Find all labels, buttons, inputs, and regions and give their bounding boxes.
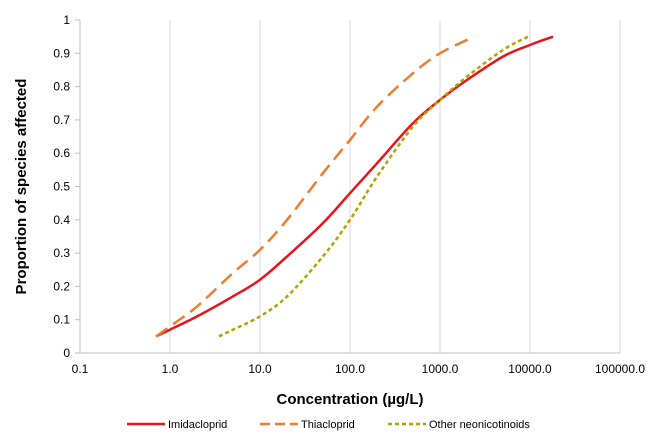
x-tick-label: 100.0 xyxy=(335,362,365,376)
gridlines xyxy=(169,20,621,353)
y-tick-label: 1 xyxy=(63,13,70,27)
y-tick-label: 0.8 xyxy=(53,80,70,94)
legend-label: Other neonicotinoids xyxy=(429,419,530,431)
y-tick-label: 0.5 xyxy=(53,180,70,194)
legend-label: Thiacloprid xyxy=(301,419,355,431)
series-line-2 xyxy=(155,35,475,338)
legend: Imidacloprid Thiacloprid Other neonicotino… xyxy=(127,419,530,431)
series-line-3 xyxy=(218,35,529,338)
y-tick-label: 0.2 xyxy=(53,279,70,293)
y-tick-label: 0 xyxy=(63,346,70,360)
tick-labels: 00.10.20.30.40.50.60.70.80.910.1 1.0 10.0 1… xyxy=(53,13,645,376)
y-tick-label: 0.3 xyxy=(53,246,70,260)
series-lines xyxy=(155,35,554,338)
y-tick-label: 0.9 xyxy=(53,46,70,60)
y-tick-label: 0.7 xyxy=(53,113,70,127)
x-tick-label: 100000.0 xyxy=(595,362,645,376)
y-tick-label: 0.1 xyxy=(53,313,70,327)
x-tick-label: 1.0 xyxy=(162,362,179,376)
y-axis-title: Proportion of species affected xyxy=(13,79,30,295)
x-tick-label: 10000.0 xyxy=(508,362,552,376)
x-tick-label: 10.0 xyxy=(248,362,272,376)
y-tick-label: 0.4 xyxy=(53,213,70,227)
x-tick-label: 1000.0 xyxy=(422,362,459,376)
legend-label: Imidacloprid xyxy=(168,419,227,431)
x-tick-label: 0.1 xyxy=(72,362,89,376)
y-tick-label: 0.6 xyxy=(53,146,70,160)
axes xyxy=(75,19,620,354)
series-line-1 xyxy=(155,35,554,338)
x-axis-title: Concentration (µg/L) xyxy=(277,391,424,408)
